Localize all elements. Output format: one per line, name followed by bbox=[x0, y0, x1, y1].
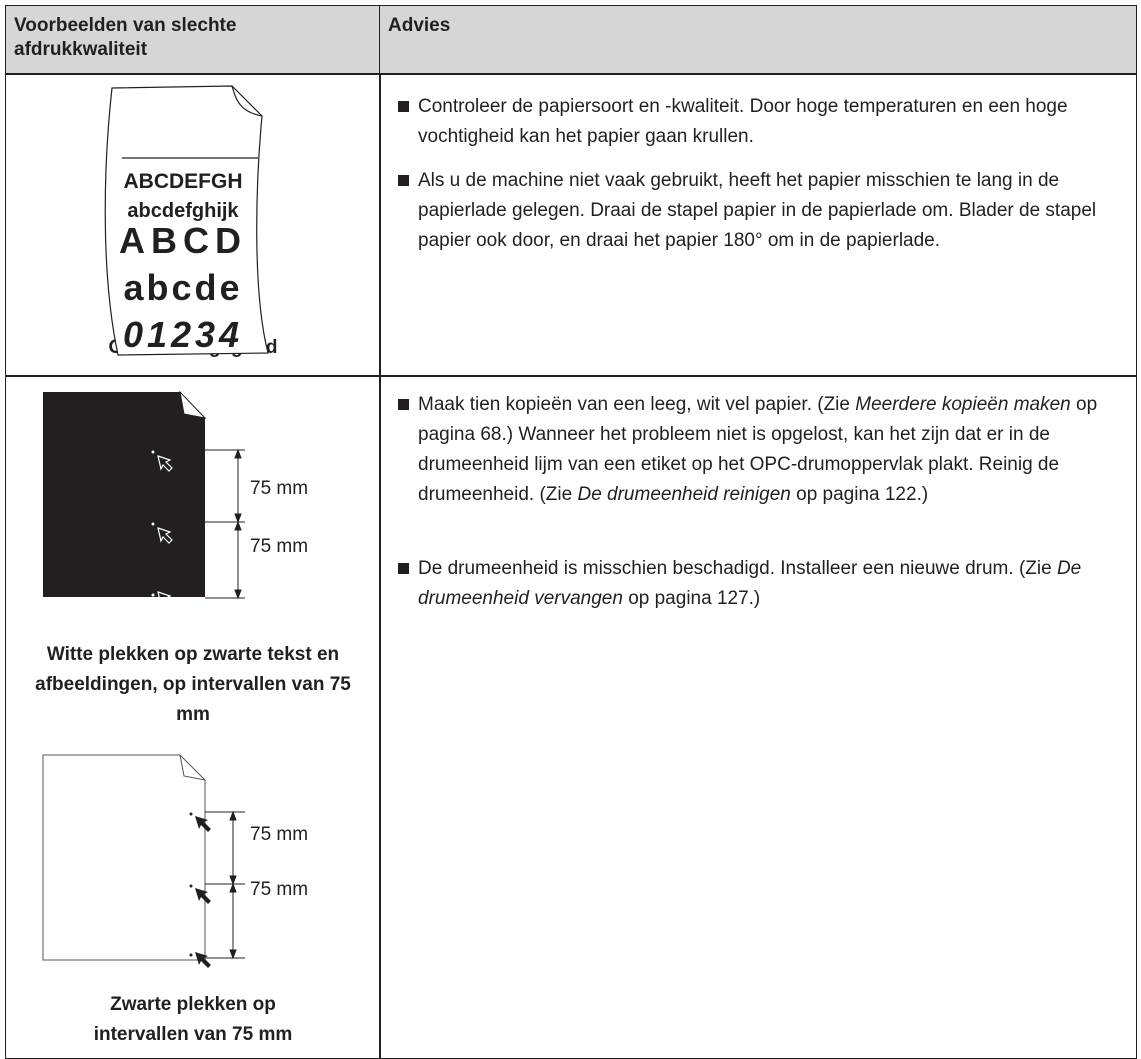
sample-text: ABCD bbox=[119, 220, 247, 261]
advice-text: De drumeenheid is misschien beschadigd. … bbox=[418, 558, 1057, 579]
dimension-label: 75 mm bbox=[250, 536, 308, 557]
sample-text: ABCDEFGH bbox=[124, 170, 243, 193]
white-page bbox=[42, 754, 245, 968]
advice-link: Meerdere kopieën maken bbox=[855, 394, 1071, 415]
cell bbox=[379, 73, 1137, 377]
advice-item: Controleer de papiersoort en -kwaliteit.… bbox=[398, 92, 1130, 152]
advice-text: op pagina 122.) bbox=[790, 484, 929, 505]
dimension-label: 75 mm bbox=[250, 824, 308, 845]
header-cell: Voorbeelden van slechte afdrukkwaliteit bbox=[5, 5, 381, 75]
caption: Witte plekken op zwarte tekst en afbeeld… bbox=[35, 644, 351, 725]
black-page bbox=[43, 390, 245, 608]
advice-text: Als u de machine niet vaak gebruikt, hee… bbox=[418, 170, 1097, 251]
dimension-label: 75 mm bbox=[250, 478, 308, 499]
header-text: Advies bbox=[388, 15, 451, 36]
sample-text: abcde bbox=[123, 267, 242, 308]
dimension-label: 75 mm bbox=[250, 879, 308, 900]
header-cell: Advies bbox=[379, 5, 1137, 75]
sample-text: abcdefghijk bbox=[127, 200, 239, 222]
curled-page bbox=[104, 85, 269, 356]
advice-text: Maak tien kopieën van een leeg, wit vel … bbox=[418, 394, 856, 415]
advice-text: Controleer de papiersoort en -kwaliteit.… bbox=[418, 96, 1068, 147]
advice-item: Als u de machine niet vaak gebruikt, hee… bbox=[398, 166, 1130, 256]
advice-link: De drumeenheid reinigen bbox=[577, 484, 791, 505]
advice-text: op pagina 127.) bbox=[622, 588, 761, 609]
sample-text: 01234 bbox=[123, 314, 243, 355]
advice-item: De drumeenheid is misschien beschadigd. … bbox=[398, 554, 1130, 614]
caption: Zwarte plekken op intervallen van 75 mm bbox=[93, 994, 293, 1045]
advice-item: Maak tien kopieën van een leeg, wit vel … bbox=[398, 390, 1130, 510]
advice-link: De drumeenheid vervangen bbox=[418, 558, 1082, 609]
header-text: Voorbeelden van slechte afdrukkwaliteit bbox=[14, 15, 237, 60]
advice-text: op pagina 68.) Wanneer het probleem niet… bbox=[418, 394, 1098, 505]
cell bbox=[5, 73, 381, 377]
